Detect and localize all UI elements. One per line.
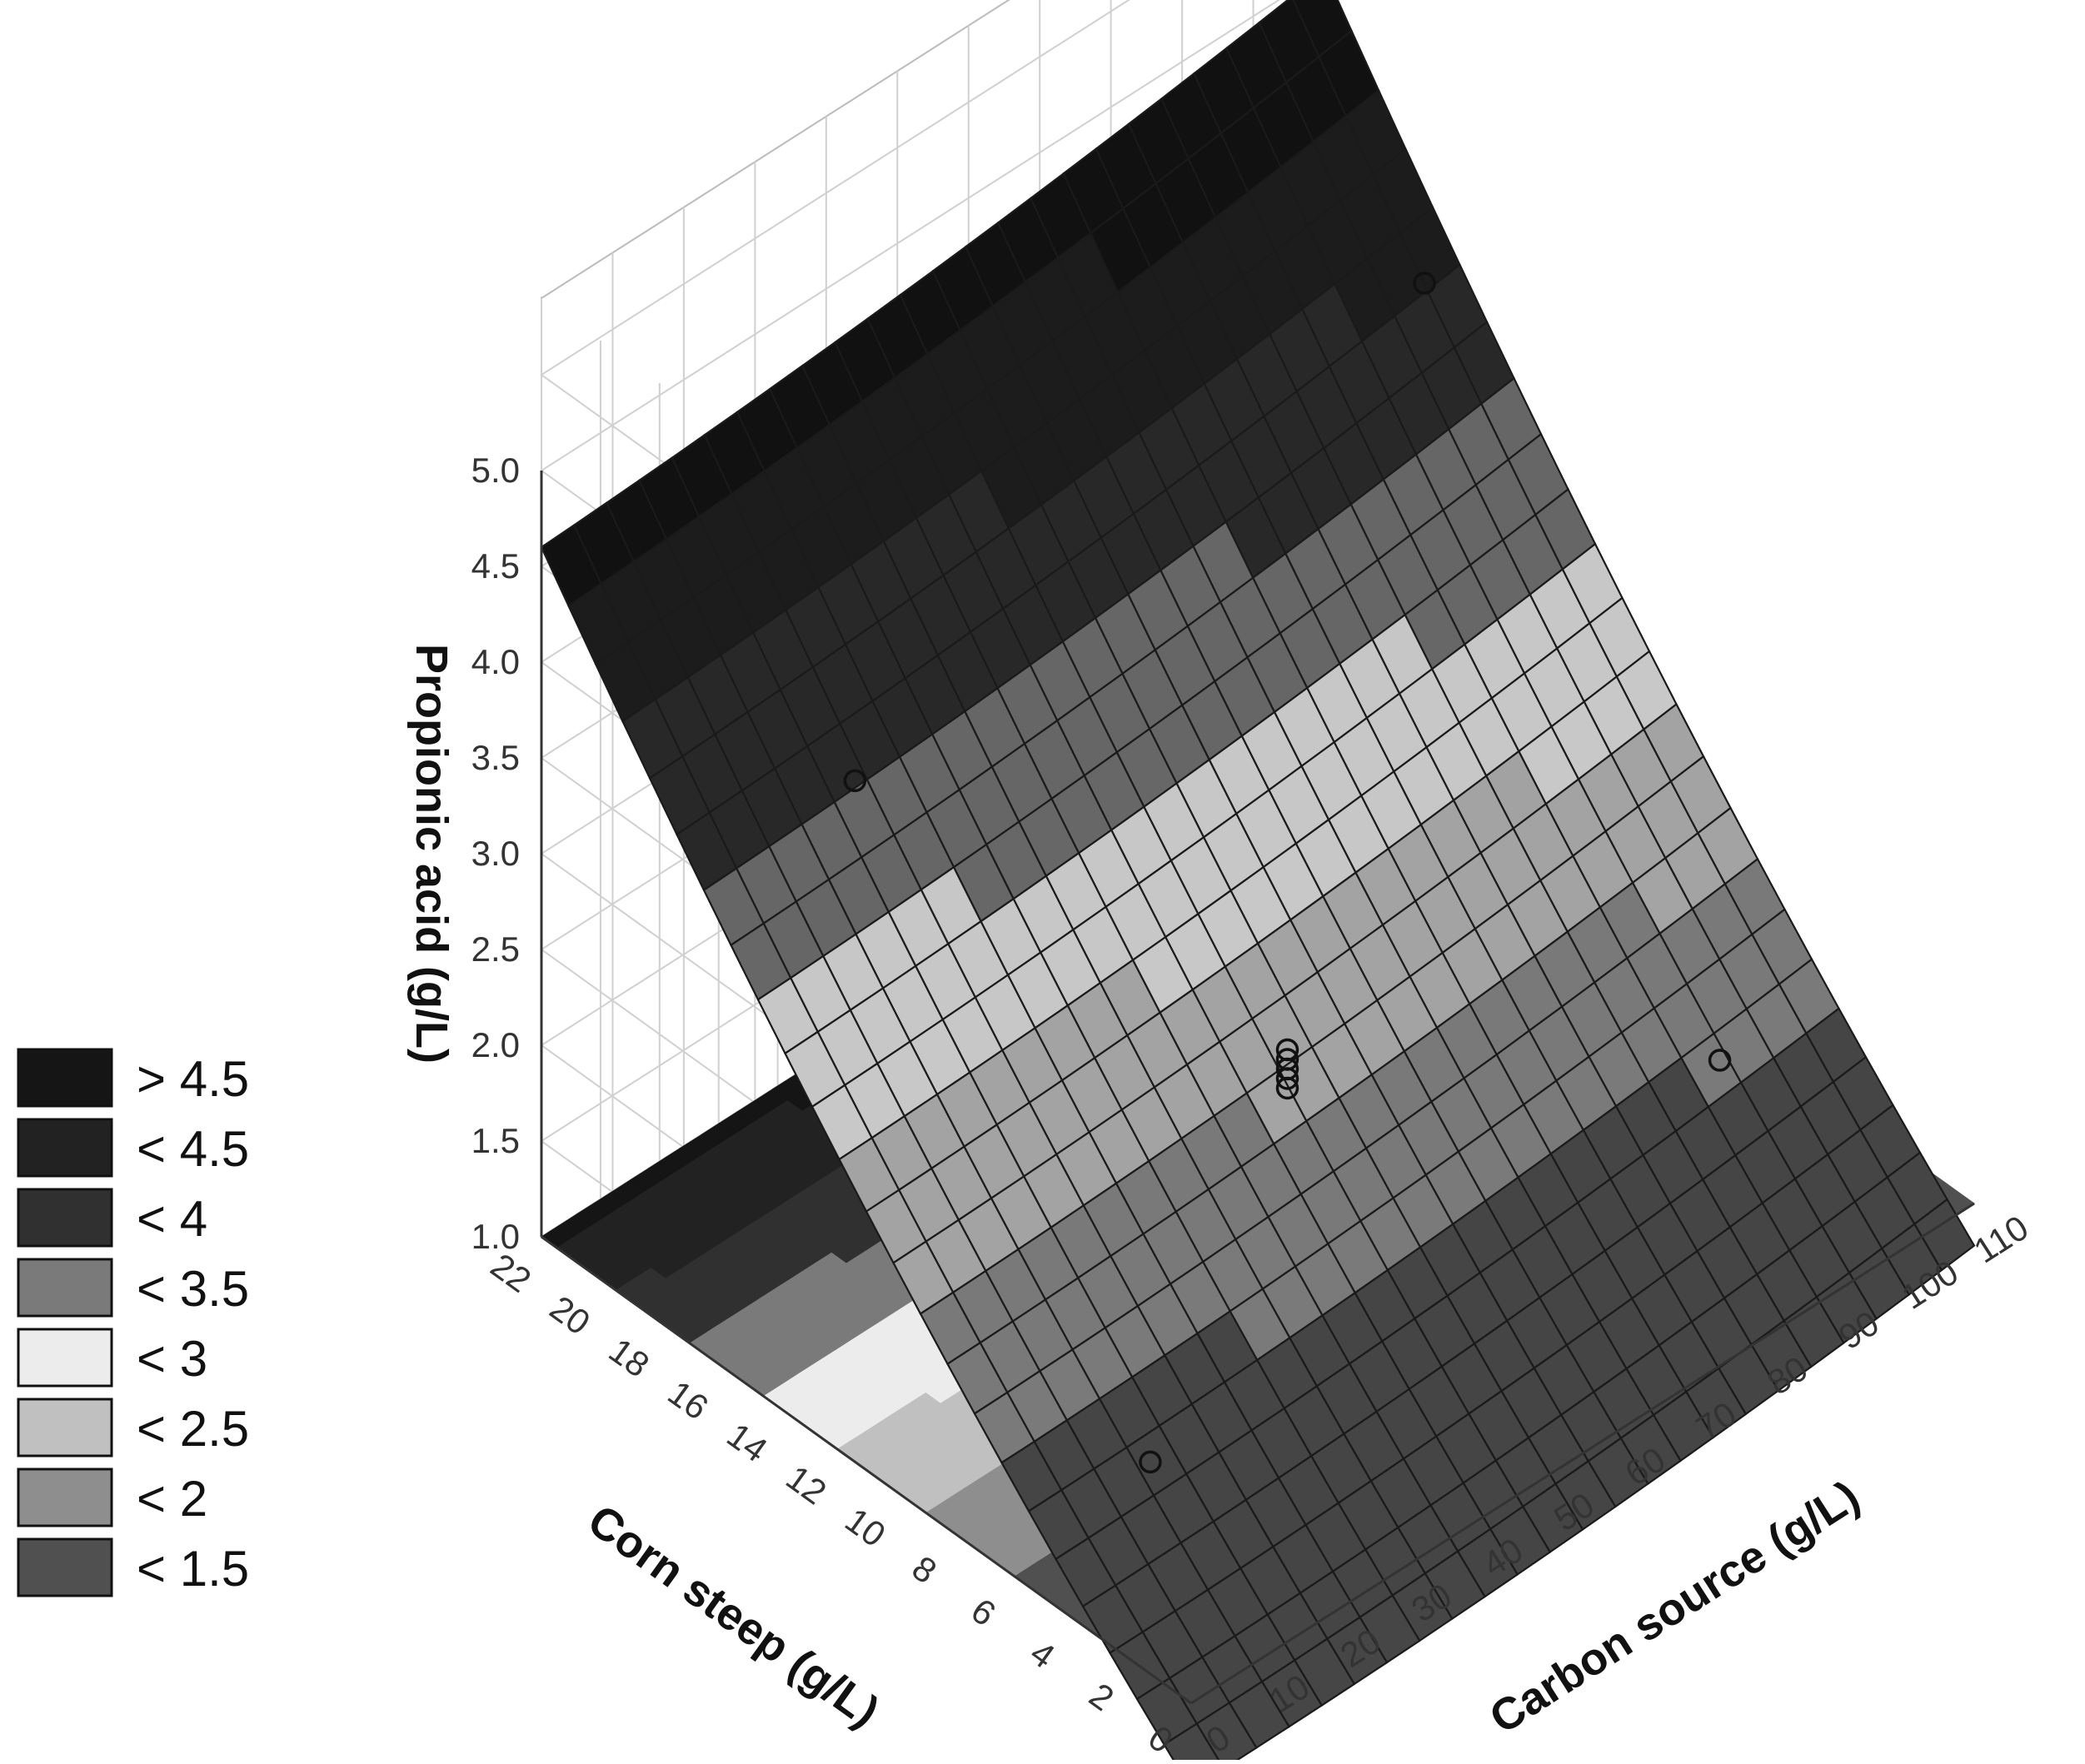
legend-label: < 3 xyxy=(137,1331,207,1387)
legend-label: < 2.5 xyxy=(137,1401,249,1457)
legend-swatch xyxy=(17,1118,113,1178)
legend-label: < 3.5 xyxy=(137,1261,249,1317)
legend-label: < 2 xyxy=(137,1471,207,1527)
legend-label: > 4.5 xyxy=(137,1051,249,1107)
y-tick-label: 4 xyxy=(1023,1633,1061,1677)
response-surface xyxy=(540,0,1976,1764)
z-tick-label: 3.5 xyxy=(471,738,520,777)
legend-swatch xyxy=(17,1398,113,1458)
data-point xyxy=(843,769,867,793)
y-tick-label: 10 xyxy=(838,1500,892,1554)
legend-label: < 4.5 xyxy=(137,1121,249,1177)
legend-swatch xyxy=(17,1188,113,1248)
data-point xyxy=(1139,1450,1162,1474)
data-point xyxy=(1708,1049,1732,1072)
z-tick-label: 1.5 xyxy=(471,1121,520,1160)
y-tick-label: 18 xyxy=(602,1330,656,1384)
legend-swatch xyxy=(17,1537,113,1597)
y-tick-label: 12 xyxy=(779,1458,833,1512)
y-axis-line xyxy=(541,1235,1192,1705)
legend-label: < 1.5 xyxy=(137,1541,249,1597)
y-tick-label: 14 xyxy=(720,1415,774,1469)
experimental-points xyxy=(843,272,1732,1474)
z-tick-label: 4.0 xyxy=(471,642,520,681)
data-point xyxy=(1275,1076,1299,1100)
data-point xyxy=(1275,1067,1299,1090)
y-tick-label: 20 xyxy=(543,1288,597,1342)
y-tick-label: 6 xyxy=(965,1591,1003,1634)
legend-swatch xyxy=(17,1468,113,1527)
data-point xyxy=(1413,272,1436,295)
y-tick-label: 8 xyxy=(905,1548,944,1592)
z-tick-label: 2.0 xyxy=(471,1025,520,1064)
z-tick-label: 2.5 xyxy=(471,929,520,969)
z-tick-label: 5.0 xyxy=(471,451,520,490)
legend-label: < 4 xyxy=(137,1191,207,1247)
x-axis-line xyxy=(1190,1202,1975,1705)
z-axis-title: Propionic acid (g/L) xyxy=(407,644,456,1064)
legend: > 4.5 < 4.5 < 4 < 3.5 < 3 < 2.5 < 2 < 1.5 xyxy=(17,1048,249,1597)
x-tick-label: 110 xyxy=(1967,1208,2035,1271)
y-tick-label: 16 xyxy=(661,1373,716,1427)
y-tick-label: 2 xyxy=(1082,1675,1120,1718)
legend-swatch xyxy=(17,1048,113,1108)
z-tick-label: 3.0 xyxy=(471,834,520,873)
z-tick-label: 4.5 xyxy=(471,546,520,586)
legend-swatch xyxy=(17,1258,113,1318)
z-tick-label: 1.0 xyxy=(471,1217,520,1256)
legend-swatch xyxy=(17,1328,113,1388)
